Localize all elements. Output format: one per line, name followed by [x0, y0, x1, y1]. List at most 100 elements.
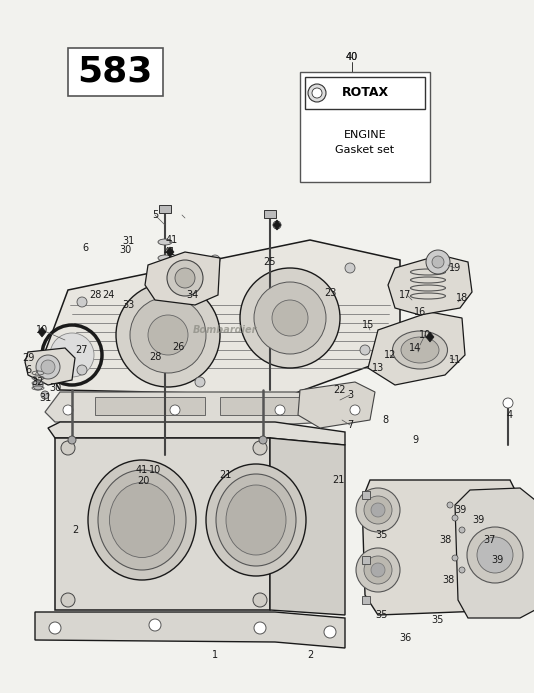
Circle shape — [77, 297, 87, 307]
Circle shape — [312, 88, 322, 98]
Text: 5: 5 — [152, 210, 158, 220]
Text: 40: 40 — [346, 52, 358, 62]
Text: ENGINE: ENGINE — [344, 130, 386, 140]
Bar — [220, 397, 330, 415]
Polygon shape — [42, 240, 400, 395]
Bar — [68, 48, 163, 96]
Circle shape — [240, 268, 340, 368]
Circle shape — [61, 593, 75, 607]
Text: 41: 41 — [164, 247, 176, 257]
Text: 6: 6 — [82, 243, 88, 253]
Text: 28: 28 — [89, 290, 101, 300]
Circle shape — [41, 360, 55, 374]
Polygon shape — [426, 332, 434, 342]
Text: 7: 7 — [347, 420, 353, 430]
Circle shape — [130, 297, 206, 373]
Ellipse shape — [206, 464, 306, 576]
Text: 15: 15 — [362, 320, 374, 330]
Text: 41: 41 — [136, 465, 148, 475]
Text: 40: 40 — [346, 52, 358, 62]
Circle shape — [254, 282, 326, 354]
Circle shape — [273, 221, 281, 229]
Polygon shape — [55, 438, 270, 610]
Polygon shape — [38, 327, 46, 337]
Polygon shape — [362, 480, 522, 615]
Circle shape — [503, 398, 513, 408]
Circle shape — [167, 260, 203, 296]
Circle shape — [49, 622, 61, 634]
Circle shape — [63, 405, 73, 415]
Ellipse shape — [226, 485, 286, 555]
Text: 19: 19 — [449, 263, 461, 273]
Circle shape — [345, 263, 355, 273]
Circle shape — [452, 515, 458, 521]
Text: 28: 28 — [149, 352, 161, 362]
Circle shape — [432, 256, 444, 268]
Bar — [362, 491, 370, 499]
Text: 38: 38 — [439, 535, 451, 545]
Circle shape — [61, 441, 75, 455]
Polygon shape — [35, 612, 345, 648]
Polygon shape — [388, 255, 472, 315]
Polygon shape — [145, 252, 220, 305]
Bar — [159, 205, 171, 213]
Ellipse shape — [158, 255, 172, 261]
Ellipse shape — [158, 267, 172, 273]
Text: 32: 32 — [32, 377, 44, 387]
Text: 10: 10 — [149, 465, 161, 475]
Text: 27: 27 — [76, 345, 88, 355]
Text: 30: 30 — [49, 383, 61, 393]
Text: 38: 38 — [442, 575, 454, 585]
Circle shape — [116, 283, 220, 387]
Ellipse shape — [98, 470, 186, 570]
Text: 39: 39 — [472, 515, 484, 525]
Circle shape — [148, 315, 188, 355]
Circle shape — [50, 333, 94, 377]
Bar — [362, 556, 370, 564]
Text: 4: 4 — [507, 410, 513, 420]
Circle shape — [41, 391, 49, 399]
Circle shape — [170, 405, 180, 415]
Text: 20: 20 — [137, 476, 149, 486]
Ellipse shape — [216, 474, 296, 566]
Text: 26: 26 — [172, 342, 184, 352]
Text: 6: 6 — [25, 365, 31, 375]
Text: 24: 24 — [102, 290, 114, 300]
Circle shape — [272, 300, 308, 336]
Text: 35: 35 — [376, 530, 388, 540]
Circle shape — [371, 563, 385, 577]
Polygon shape — [270, 438, 345, 615]
Ellipse shape — [401, 337, 439, 363]
Polygon shape — [368, 312, 465, 385]
Text: 14: 14 — [409, 343, 421, 353]
Text: Bombardier: Bombardier — [193, 325, 257, 335]
Text: 3: 3 — [347, 390, 353, 400]
Text: 30: 30 — [119, 245, 131, 255]
Circle shape — [275, 405, 285, 415]
Text: 31: 31 — [39, 393, 51, 403]
Text: 35: 35 — [432, 615, 444, 625]
Text: 11: 11 — [449, 355, 461, 365]
Circle shape — [360, 345, 370, 355]
Bar — [264, 210, 276, 218]
Circle shape — [426, 250, 450, 274]
Text: 18: 18 — [456, 293, 468, 303]
Polygon shape — [273, 220, 281, 230]
Circle shape — [459, 527, 465, 533]
Text: 39: 39 — [491, 555, 503, 565]
Circle shape — [356, 548, 400, 592]
Text: ROTAX: ROTAX — [341, 87, 389, 100]
Text: 2: 2 — [72, 525, 78, 535]
Circle shape — [33, 380, 43, 390]
Ellipse shape — [109, 482, 175, 557]
Ellipse shape — [158, 239, 172, 245]
Circle shape — [259, 436, 267, 444]
Bar — [305, 77, 425, 109]
Text: 37: 37 — [484, 535, 496, 545]
Polygon shape — [45, 392, 365, 425]
Text: 31: 31 — [122, 236, 134, 246]
Circle shape — [175, 268, 195, 288]
Circle shape — [467, 527, 523, 583]
Text: 22: 22 — [334, 385, 346, 395]
Bar — [300, 72, 430, 182]
